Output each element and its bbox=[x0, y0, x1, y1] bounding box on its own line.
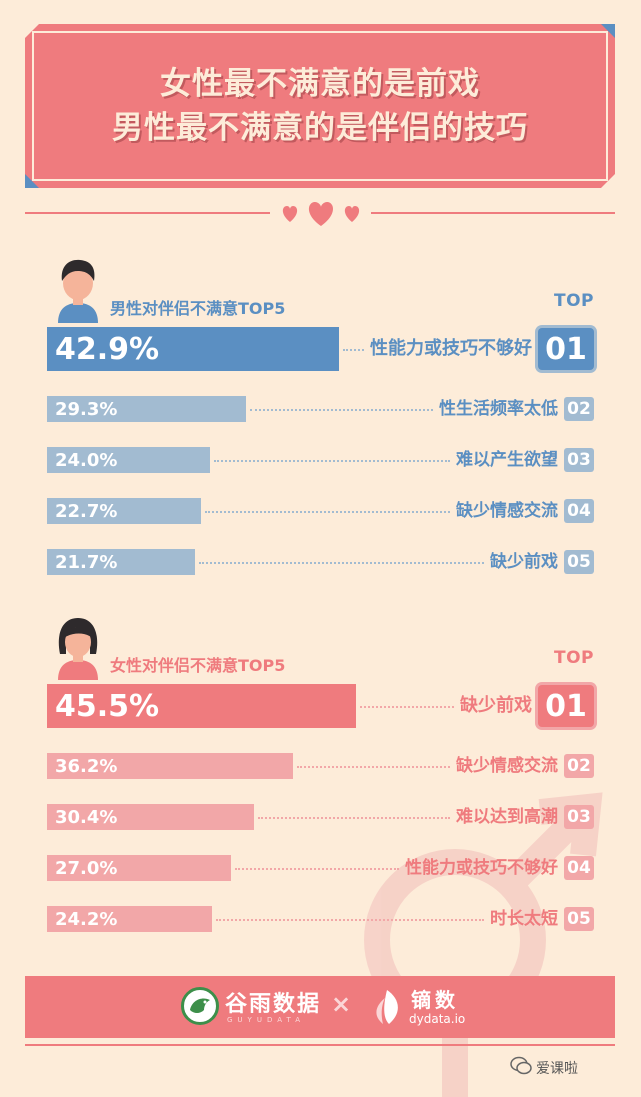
title-line-1: 女性最不满意的是前戏 bbox=[160, 66, 480, 102]
bar: 24.2% bbox=[47, 906, 212, 932]
page-title: 女性最不满意的是前戏 男性最不满意的是伴侣的技巧 bbox=[25, 62, 615, 150]
bar-row: 22.7% 04 缺少情感交流 bbox=[0, 498, 641, 524]
bar: 42.9% bbox=[47, 327, 339, 371]
bar: 22.7% bbox=[47, 498, 201, 524]
bar-row: 21.7% 05 缺少前戏 bbox=[0, 549, 641, 575]
credit-text: 爱课啦 bbox=[536, 1061, 578, 1077]
bar: 36.2% bbox=[47, 753, 293, 779]
bar-row: 24.0% 03 难以产生欲望 bbox=[0, 447, 641, 473]
times-symbol: × bbox=[331, 990, 352, 1018]
divider-left bbox=[25, 212, 270, 214]
bar-value-label: 42.9% bbox=[55, 331, 160, 367]
divider-right bbox=[371, 212, 615, 214]
bar: 24.0% bbox=[47, 447, 210, 473]
bar-value-label: 22.7% bbox=[55, 500, 118, 522]
bar-row: 45.5% 01 缺少前戏 bbox=[0, 684, 641, 728]
bar: 27.0% bbox=[47, 855, 231, 881]
rank-badge: 01 bbox=[538, 328, 594, 370]
reason-label: 缺少前戏 bbox=[490, 552, 558, 572]
bar-value-label: 36.2% bbox=[55, 755, 118, 777]
bar-value-label: 24.0% bbox=[55, 449, 118, 471]
hearts-icon bbox=[282, 202, 360, 226]
leader-line bbox=[205, 511, 450, 513]
brand2-name: 镝数 bbox=[411, 988, 459, 1012]
reason-label: 性能力或技巧不够好 bbox=[370, 338, 532, 359]
section-heading: 男性对伴侣不满意TOP5 bbox=[110, 299, 286, 318]
rank-badge: 02 bbox=[564, 754, 594, 778]
female-avatar-icon bbox=[58, 618, 98, 680]
brand2-url: dydata.io bbox=[409, 1012, 466, 1026]
rank-badge: 04 bbox=[564, 499, 594, 523]
bar-value-label: 27.0% bbox=[55, 857, 118, 879]
leader-line bbox=[214, 460, 450, 462]
leader-line bbox=[216, 919, 484, 921]
bar: 29.3% bbox=[47, 396, 246, 422]
rank-badge: 01 bbox=[538, 685, 594, 727]
bar-row: 36.2% 02 缺少情感交流 bbox=[0, 753, 641, 779]
bar-row: 42.9% 01 性能力或技巧不够好 bbox=[0, 327, 641, 371]
wechat-icon bbox=[510, 1056, 532, 1075]
title-banner: 女性最不满意的是前戏 男性最不满意的是伴侣的技巧 bbox=[25, 24, 615, 188]
bar-value-label: 30.4% bbox=[55, 806, 118, 828]
footer-banner: 谷雨数据 GUYUDATA × 镝数 dydata.io bbox=[25, 976, 615, 1038]
reason-label: 性能力或技巧不够好 bbox=[405, 858, 558, 878]
bird-icon bbox=[190, 998, 210, 1013]
title-line-2: 男性最不满意的是伴侣的技巧 bbox=[112, 110, 528, 146]
bar: 30.4% bbox=[47, 804, 254, 830]
bar: 45.5% bbox=[47, 684, 356, 728]
bar-row: 27.0% 04 性能力或技巧不够好 bbox=[0, 855, 641, 881]
reason-label: 难以达到高潮 bbox=[456, 807, 558, 827]
rank-badge: 02 bbox=[564, 397, 594, 421]
footer-divider bbox=[25, 1044, 615, 1046]
reason-label: 时长太短 bbox=[490, 909, 558, 929]
rank-badge: 05 bbox=[564, 907, 594, 931]
reason-label: 性生活频率太低 bbox=[439, 399, 558, 419]
bar-value-label: 21.7% bbox=[55, 551, 118, 573]
dydata-leaf-icon bbox=[376, 990, 398, 1024]
leader-line bbox=[250, 409, 433, 411]
guyu-logo-icon bbox=[181, 987, 219, 1025]
leader-line bbox=[235, 868, 399, 870]
bar-row: 24.2% 05 时长太短 bbox=[0, 906, 641, 932]
brand1-name: 谷雨数据 bbox=[225, 992, 322, 1017]
top-label: TOP bbox=[553, 648, 594, 668]
reason-label: 缺少情感交流 bbox=[456, 501, 558, 521]
rank-badge: 03 bbox=[564, 805, 594, 829]
reason-label: 缺少前戏 bbox=[460, 695, 532, 716]
bar-row: 30.4% 03 难以达到高潮 bbox=[0, 804, 641, 830]
leader-line bbox=[360, 706, 454, 708]
bar: 21.7% bbox=[47, 549, 195, 575]
male-avatar-icon bbox=[58, 259, 98, 323]
brand1-subtitle: GUYUDATA bbox=[227, 1016, 305, 1024]
rank-badge: 05 bbox=[564, 550, 594, 574]
corner-ornament-icon bbox=[25, 24, 39, 38]
corner-ornament-icon bbox=[25, 174, 39, 188]
corner-ornament-icon bbox=[601, 24, 615, 38]
rank-badge: 03 bbox=[564, 448, 594, 472]
leader-line bbox=[258, 817, 450, 819]
bar-value-label: 45.5% bbox=[55, 688, 160, 724]
section-heading: 女性对伴侣不满意TOP5 bbox=[110, 656, 286, 675]
top-label: TOP bbox=[553, 291, 594, 311]
bar-value-label: 29.3% bbox=[55, 398, 118, 420]
reason-label: 难以产生欲望 bbox=[456, 450, 558, 470]
banner-frame bbox=[32, 31, 608, 181]
leader-line bbox=[297, 766, 450, 768]
corner-ornament-icon bbox=[601, 174, 615, 188]
reason-label: 缺少情感交流 bbox=[456, 756, 558, 776]
rank-badge: 04 bbox=[564, 856, 594, 880]
leader-line bbox=[199, 562, 484, 564]
bar-row: 29.3% 02 性生活频率太低 bbox=[0, 396, 641, 422]
leader-line bbox=[343, 349, 364, 351]
bar-value-label: 24.2% bbox=[55, 908, 118, 930]
